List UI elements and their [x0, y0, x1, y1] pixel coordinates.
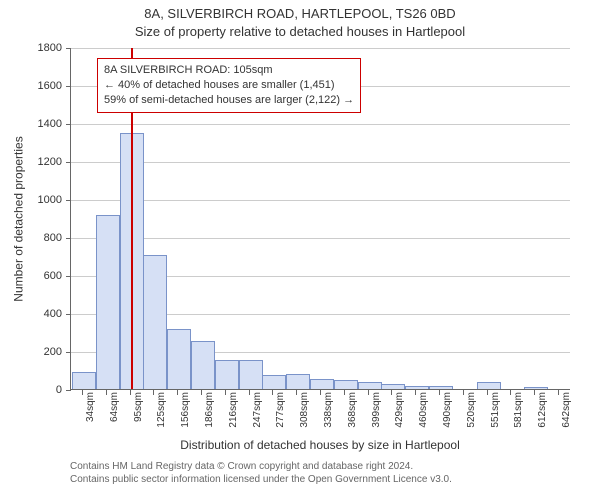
histogram-bar	[96, 215, 120, 389]
x-tick-label: 247sqm	[252, 392, 263, 428]
footer-line2: Contains public sector information licen…	[70, 473, 570, 486]
x-tick-label: 368sqm	[347, 392, 358, 428]
y-tick-label: 1800	[22, 42, 62, 54]
footer-line1: Contains HM Land Registry data © Crown c…	[70, 460, 570, 473]
chart-container: 8A, SILVERBIRCH ROAD, HARTLEPOOL, TS26 0…	[0, 0, 600, 500]
plot-area: 8A SILVERBIRCH ROAD: 105sqm ← 40% of det…	[70, 48, 570, 390]
x-tick-mark	[391, 390, 392, 395]
x-tick-label: 520sqm	[466, 392, 477, 428]
y-tick-mark	[66, 200, 71, 201]
x-tick-mark	[510, 390, 511, 395]
y-tick-mark	[66, 314, 71, 315]
x-tick-label: 156sqm	[180, 392, 191, 428]
x-tick-label: 429sqm	[394, 392, 405, 428]
x-tick-mark	[249, 390, 250, 395]
footer-credits: Contains HM Land Registry data © Crown c…	[70, 460, 570, 486]
y-tick-mark	[66, 86, 71, 87]
y-tick-label: 1000	[22, 194, 62, 206]
y-tick-label: 0	[22, 384, 62, 396]
y-tick-mark	[66, 124, 71, 125]
x-tick-label: 308sqm	[299, 392, 310, 428]
histogram-bar	[405, 386, 429, 389]
x-tick-mark	[153, 390, 154, 395]
histogram-bar	[239, 360, 263, 390]
y-tick-label: 400	[22, 308, 62, 320]
annotation-line1: 8A SILVERBIRCH ROAD: 105sqm	[104, 63, 354, 78]
x-tick-mark	[344, 390, 345, 395]
x-tick-label: 125sqm	[156, 392, 167, 428]
y-axis-ticks: 020040060080010001200140016001800	[0, 48, 66, 390]
x-tick-mark	[439, 390, 440, 395]
x-axis-ticks: 34sqm 64sqm 95sqm 125sqm 156sqm 186sqm 216sqm 2…	[70, 390, 570, 438]
x-axis-label: Distribution of detached houses by size …	[70, 438, 570, 452]
chart-subtitle: Size of property relative to detached ho…	[0, 24, 600, 39]
x-tick-mark	[177, 390, 178, 395]
annotation-line2: ← 40% of detached houses are smaller (1,…	[104, 78, 354, 93]
x-tick-mark	[272, 390, 273, 395]
gridline	[71, 48, 570, 49]
histogram-bar	[524, 387, 548, 389]
histogram-bar	[262, 375, 286, 389]
x-tick-mark	[487, 390, 488, 395]
x-tick-label: 581sqm	[513, 392, 524, 428]
annotation-line3: 59% of semi-detached houses are larger (…	[104, 93, 354, 108]
histogram-bar	[358, 382, 382, 389]
histogram-bar	[72, 372, 96, 389]
y-tick-mark	[66, 48, 71, 49]
y-tick-label: 1400	[22, 118, 62, 130]
x-tick-label: 34sqm	[85, 392, 96, 422]
x-tick-mark	[368, 390, 369, 395]
histogram-bar	[381, 384, 405, 389]
y-tick-label: 200	[22, 346, 62, 358]
y-tick-mark	[66, 162, 71, 163]
x-tick-label: 612sqm	[537, 392, 548, 428]
x-tick-mark	[106, 390, 107, 395]
gridline	[71, 200, 570, 201]
y-tick-label: 600	[22, 270, 62, 282]
y-tick-mark	[66, 238, 71, 239]
x-tick-label: 460sqm	[418, 392, 429, 428]
y-tick-mark	[66, 352, 71, 353]
histogram-bar	[429, 386, 453, 389]
x-tick-mark	[558, 390, 559, 395]
x-tick-label: 338sqm	[323, 392, 334, 428]
annotation-box: 8A SILVERBIRCH ROAD: 105sqm ← 40% of det…	[97, 58, 361, 113]
x-tick-label: 216sqm	[228, 392, 239, 428]
chart-title-address: 8A, SILVERBIRCH ROAD, HARTLEPOOL, TS26 0…	[0, 6, 600, 21]
y-tick-mark	[66, 276, 71, 277]
x-tick-label: 64sqm	[109, 392, 120, 422]
x-tick-mark	[225, 390, 226, 395]
x-tick-mark	[463, 390, 464, 395]
x-tick-mark	[82, 390, 83, 395]
x-tick-mark	[320, 390, 321, 395]
histogram-bar	[286, 374, 310, 389]
x-tick-mark	[201, 390, 202, 395]
x-tick-label: 399sqm	[371, 392, 382, 428]
y-tick-label: 1200	[22, 156, 62, 168]
histogram-bar	[334, 380, 358, 389]
x-tick-label: 186sqm	[204, 392, 215, 428]
x-tick-label: 277sqm	[275, 392, 286, 428]
x-tick-mark	[415, 390, 416, 395]
x-tick-label: 490sqm	[442, 392, 453, 428]
x-tick-label: 95sqm	[133, 392, 144, 422]
x-tick-mark	[130, 390, 131, 395]
gridline	[71, 238, 570, 239]
y-tick-label: 800	[22, 232, 62, 244]
x-tick-mark	[296, 390, 297, 395]
histogram-bar	[167, 329, 191, 389]
gridline	[71, 162, 570, 163]
y-tick-label: 1600	[22, 80, 62, 92]
histogram-bar	[477, 382, 501, 389]
gridline	[71, 124, 570, 125]
histogram-bar	[215, 360, 239, 390]
histogram-bar	[191, 341, 215, 390]
x-tick-mark	[534, 390, 535, 395]
x-tick-label: 551sqm	[490, 392, 501, 428]
x-tick-label: 642sqm	[561, 392, 572, 428]
histogram-bar	[143, 255, 167, 389]
histogram-bar	[310, 379, 334, 390]
